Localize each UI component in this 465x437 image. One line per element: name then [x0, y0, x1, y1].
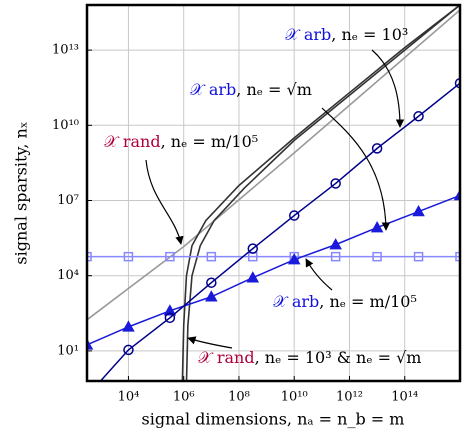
x-tick-label: 10¹⁴ — [391, 390, 418, 405]
annotation-label: 𝒳 arb — [190, 80, 236, 99]
marker-square — [455, 251, 460, 262]
marker-triangle — [246, 271, 260, 283]
arrow — [187, 336, 233, 349]
arrow — [305, 258, 333, 291]
annotation-formula: , nₑ = 10³ — [331, 25, 408, 44]
marker-square — [87, 251, 92, 262]
series-line — [87, 194, 460, 346]
plot-area — [83, 5, 460, 401]
marker-square — [123, 251, 134, 262]
annotation: 𝒳 rand, nₑ = m/10⁵ — [104, 132, 258, 151]
x-tick-label: 10⁶ — [173, 390, 195, 405]
marker-circle — [164, 312, 176, 324]
series-line — [99, 82, 460, 381]
marker-triangle — [163, 304, 177, 316]
annotation-formula: , nₑ = 10³ & nₑ = √m — [255, 348, 422, 367]
x-axis-label: signal dimensions, nₐ = n_b = m — [142, 410, 405, 429]
y-axis-label: signal sparsity, nₓ — [12, 121, 31, 264]
y-tick-label: 10¹ — [57, 343, 79, 358]
marker-square — [372, 251, 382, 262]
annotation: 𝒳 arb, nₑ = √m — [190, 80, 312, 99]
annotation-label: 𝒳 rand — [104, 132, 161, 151]
annotation: 𝒳 rand, nₑ = 10³ & nₑ = √m — [198, 348, 421, 367]
marker-triangle — [205, 290, 218, 302]
marker-triangle — [329, 238, 342, 250]
grid — [87, 5, 460, 381]
annotation-formula: , nₑ = m/10⁵ — [319, 292, 417, 311]
marker-square — [330, 251, 341, 262]
annotation-arrows — [145, 49, 405, 349]
arrow — [371, 49, 405, 128]
annotation-label: 𝒳 arb — [273, 292, 319, 311]
x-tick-label: 10¹⁰ — [281, 390, 308, 405]
marker-circle — [83, 392, 92, 401]
y-tick-label: 10⁷ — [57, 193, 79, 208]
plot-frame — [85, 3, 462, 383]
marker-circle — [413, 111, 424, 122]
marker-circle — [288, 210, 300, 221]
marker-triangle — [122, 320, 135, 332]
annotation-formula: , nₑ = √m — [236, 80, 312, 99]
x-tick-label: 10¹² — [336, 390, 363, 405]
annotation-formula: , nₑ = m/10⁵ — [161, 132, 259, 151]
marker-circle — [330, 178, 341, 189]
marker-circle — [371, 143, 383, 154]
marker-triangle — [370, 221, 384, 233]
marker-circle — [123, 344, 134, 356]
marker-circle — [247, 243, 259, 254]
series-line — [185, 5, 460, 381]
arrow — [145, 159, 184, 245]
y-tick-label: 10¹³ — [52, 43, 79, 58]
marker-square — [165, 251, 175, 262]
annotation: 𝒳 arb, nₑ = 10³ — [285, 25, 408, 44]
marker-circle — [454, 77, 460, 89]
y-tick-label: 10⁴ — [57, 268, 79, 283]
marker-square — [206, 251, 217, 262]
annotation-label: 𝒳 rand — [198, 348, 255, 367]
y-tick-label: 10¹⁰ — [52, 118, 79, 133]
ticks: 10⁴ 10⁶ 10⁸ 10¹⁰ 10¹² 10¹⁴ 10¹ 10⁴ 10⁷ 10¹⁰ 10¹³ — [52, 43, 418, 405]
series-line — [181, 5, 460, 381]
annotation-label: 𝒳 arb — [285, 25, 331, 44]
series-line — [87, 9, 460, 321]
marker-square — [413, 251, 424, 262]
x-tick-label: 10⁸ — [228, 390, 250, 405]
annotation: 𝒳 arb, nₑ = m/10⁵ — [273, 292, 417, 311]
marker-circle — [206, 277, 217, 288]
x-tick-label: 10⁴ — [118, 390, 140, 405]
arrow — [321, 107, 391, 231]
marker-triangle — [287, 253, 301, 265]
marker-triangle — [412, 204, 425, 217]
